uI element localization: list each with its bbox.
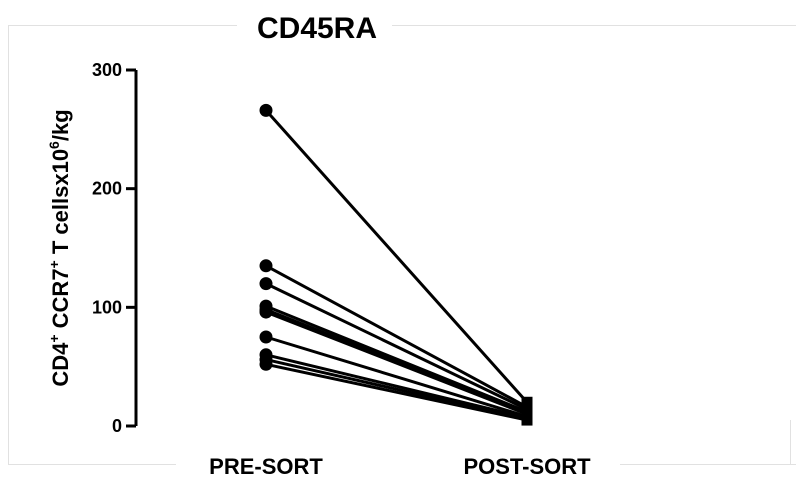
post-sort-point	[521, 414, 533, 426]
y-tick-label: 0	[112, 416, 122, 436]
frame-border-top	[8, 25, 237, 26]
y-axis-label: CD4+ CCR7+ T cellsx106/kg	[46, 109, 73, 386]
paired-line	[265, 353, 528, 420]
pre-sort-point	[259, 305, 273, 319]
paired-line	[265, 264, 528, 409]
x-axis-categories: PRE-SORT POST-SORT	[209, 454, 591, 479]
pre-sort-point	[259, 330, 273, 344]
y-tick-label: 200	[92, 179, 122, 199]
paired-line	[264, 109, 529, 404]
paired-line	[265, 335, 528, 418]
frame-border-top	[392, 25, 796, 26]
series-lines	[264, 109, 529, 422]
x-category-label: POST-SORT	[463, 454, 591, 479]
paired-line	[265, 310, 528, 416]
y-axis-ticks: 0 100 200 300	[92, 60, 136, 436]
frame-border-bottom	[620, 464, 796, 465]
paired-line	[265, 282, 528, 411]
frame-border-bottom	[8, 464, 176, 465]
pre-sort-point	[259, 277, 273, 291]
chart-title: CD45RA	[257, 12, 377, 45]
x-category-label: PRE-SORT	[209, 454, 323, 479]
y-tick-label: 100	[92, 297, 122, 317]
paired-line	[265, 358, 528, 421]
pre-sort-point	[259, 103, 273, 117]
pre-sort-point	[259, 357, 273, 371]
frame-border-right	[790, 420, 791, 465]
paired-line	[265, 362, 528, 422]
series-markers	[259, 103, 533, 426]
y-tick-label: 300	[92, 60, 122, 80]
frame-border-left	[8, 25, 9, 465]
pre-sort-point	[259, 259, 273, 273]
